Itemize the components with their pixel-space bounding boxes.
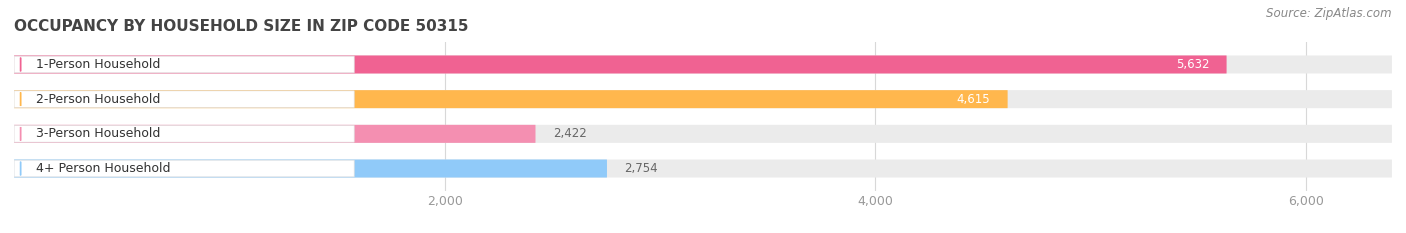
FancyBboxPatch shape — [14, 91, 354, 107]
FancyBboxPatch shape — [14, 55, 1226, 73]
FancyBboxPatch shape — [14, 55, 1392, 73]
Text: 4,615: 4,615 — [957, 93, 990, 106]
FancyBboxPatch shape — [14, 56, 354, 73]
Text: 1-Person Household: 1-Person Household — [35, 58, 160, 71]
FancyBboxPatch shape — [14, 126, 354, 142]
FancyBboxPatch shape — [14, 160, 354, 177]
Text: 5,632: 5,632 — [1175, 58, 1209, 71]
Text: 2,422: 2,422 — [553, 127, 586, 140]
FancyBboxPatch shape — [14, 125, 1392, 143]
Text: 4+ Person Household: 4+ Person Household — [35, 162, 170, 175]
Text: Source: ZipAtlas.com: Source: ZipAtlas.com — [1267, 7, 1392, 20]
Text: OCCUPANCY BY HOUSEHOLD SIZE IN ZIP CODE 50315: OCCUPANCY BY HOUSEHOLD SIZE IN ZIP CODE … — [14, 19, 468, 34]
FancyBboxPatch shape — [14, 90, 1392, 108]
Text: 2,754: 2,754 — [624, 162, 658, 175]
FancyBboxPatch shape — [14, 160, 1392, 178]
FancyBboxPatch shape — [14, 125, 536, 143]
FancyBboxPatch shape — [14, 90, 1008, 108]
FancyBboxPatch shape — [14, 160, 607, 178]
Text: 2-Person Household: 2-Person Household — [35, 93, 160, 106]
Text: 3-Person Household: 3-Person Household — [35, 127, 160, 140]
